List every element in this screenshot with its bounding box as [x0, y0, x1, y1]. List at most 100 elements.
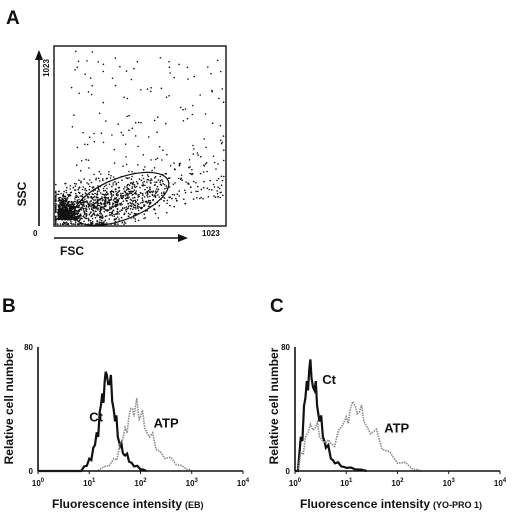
scatter-point	[59, 211, 62, 214]
scatter-point	[98, 180, 101, 182]
scatter-point	[143, 217, 145, 220]
scatter-point	[97, 187, 100, 190]
scatter-point	[57, 211, 60, 214]
scatter-point	[99, 219, 101, 221]
scatter-point	[137, 206, 139, 208]
scatter-point	[127, 215, 130, 217]
scatter-point	[213, 186, 216, 188]
scatter-point	[71, 203, 73, 205]
scatter-point	[113, 201, 116, 203]
scatter-point	[79, 195, 82, 197]
scatter-point	[149, 202, 152, 204]
scatter-point	[127, 202, 129, 205]
scatter-point	[119, 65, 121, 68]
scatter-point	[75, 221, 77, 224]
scatter-point	[151, 191, 154, 193]
scatter-point	[168, 95, 170, 97]
scatter-point	[119, 203, 121, 206]
scatter-point	[179, 178, 182, 180]
scatter-point	[120, 216, 123, 219]
scatter-point	[81, 188, 84, 191]
scatter-point	[147, 205, 150, 208]
scatter-point	[200, 155, 202, 158]
y-axis-title: Relative cell number	[267, 347, 281, 464]
scatter-point	[77, 206, 80, 209]
scatter-point	[215, 168, 217, 170]
scatter-point	[190, 186, 192, 188]
scatter-point	[95, 201, 98, 203]
scatter-point	[86, 182, 88, 184]
scatter-point	[58, 217, 60, 220]
scatter-point	[139, 186, 141, 189]
scatter-point	[193, 75, 195, 78]
scatter-point	[91, 205, 93, 207]
scatter-point	[220, 184, 223, 186]
scatter-point	[118, 190, 120, 193]
scatter-point	[114, 204, 116, 207]
scatter-points	[55, 50, 225, 225]
scatter-point	[104, 204, 107, 206]
scatter-point	[125, 210, 128, 213]
panel-letter-c: C	[270, 296, 284, 317]
scatter-point	[59, 223, 62, 225]
scatter-point	[55, 208, 57, 211]
scatter-point	[68, 214, 71, 216]
scatter-point	[77, 212, 80, 214]
scatter-point	[88, 179, 91, 181]
scatter-point	[207, 196, 210, 198]
scatter-point	[100, 132, 103, 134]
x-tick-base: 10	[391, 479, 400, 488]
scatter-point	[125, 70, 128, 72]
x-tick-exponent: 0	[298, 478, 302, 484]
scatter-point	[120, 202, 123, 204]
scatter-point	[74, 196, 77, 198]
scatter-point	[147, 175, 150, 178]
scatter-point	[90, 200, 92, 202]
scatter-point	[103, 189, 105, 192]
scatter-point	[144, 166, 146, 168]
scatter-point	[111, 77, 114, 80]
scatter-point	[120, 194, 122, 196]
scatter-point	[151, 179, 153, 181]
scatter-point	[72, 205, 75, 207]
scatter-point	[65, 208, 68, 211]
scatter-point	[156, 190, 159, 192]
scatter-point	[81, 196, 84, 198]
scatter-point	[69, 214, 72, 217]
scatter-point	[132, 206, 135, 208]
scatter-point	[150, 87, 152, 89]
scatter-point	[190, 173, 192, 175]
scatter-point	[112, 210, 114, 212]
scatter-point	[133, 196, 136, 199]
scatter-point	[82, 207, 84, 210]
scatter-point	[137, 207, 139, 209]
scatter-point	[136, 199, 139, 201]
scatter-point	[150, 90, 152, 93]
scatter-point	[213, 161, 216, 164]
scatter-point	[123, 96, 125, 99]
scatter-point	[141, 197, 144, 199]
scatter-point	[86, 60, 88, 62]
scatter-point	[102, 141, 105, 144]
scatter-point	[127, 188, 130, 190]
scatter-point	[55, 203, 57, 206]
scatter-point	[129, 201, 131, 204]
scatter-point	[61, 206, 63, 208]
scatter-point	[90, 93, 93, 96]
scatter-point	[97, 207, 99, 209]
scatter-point	[79, 213, 82, 215]
x-tick-base: 10	[494, 479, 503, 488]
scatter-point	[67, 195, 70, 197]
scatter-point	[173, 162, 175, 164]
scatter-point	[72, 201, 74, 203]
scatter-point	[134, 135, 137, 137]
scatter-point	[138, 194, 140, 196]
scatter-point	[76, 223, 79, 225]
scatter-point	[96, 190, 99, 193]
scatter-point	[192, 144, 194, 147]
scatter-point	[155, 191, 158, 194]
scatter-point	[81, 203, 83, 206]
scatter-point	[88, 136, 91, 138]
scatter-point	[220, 175, 223, 178]
